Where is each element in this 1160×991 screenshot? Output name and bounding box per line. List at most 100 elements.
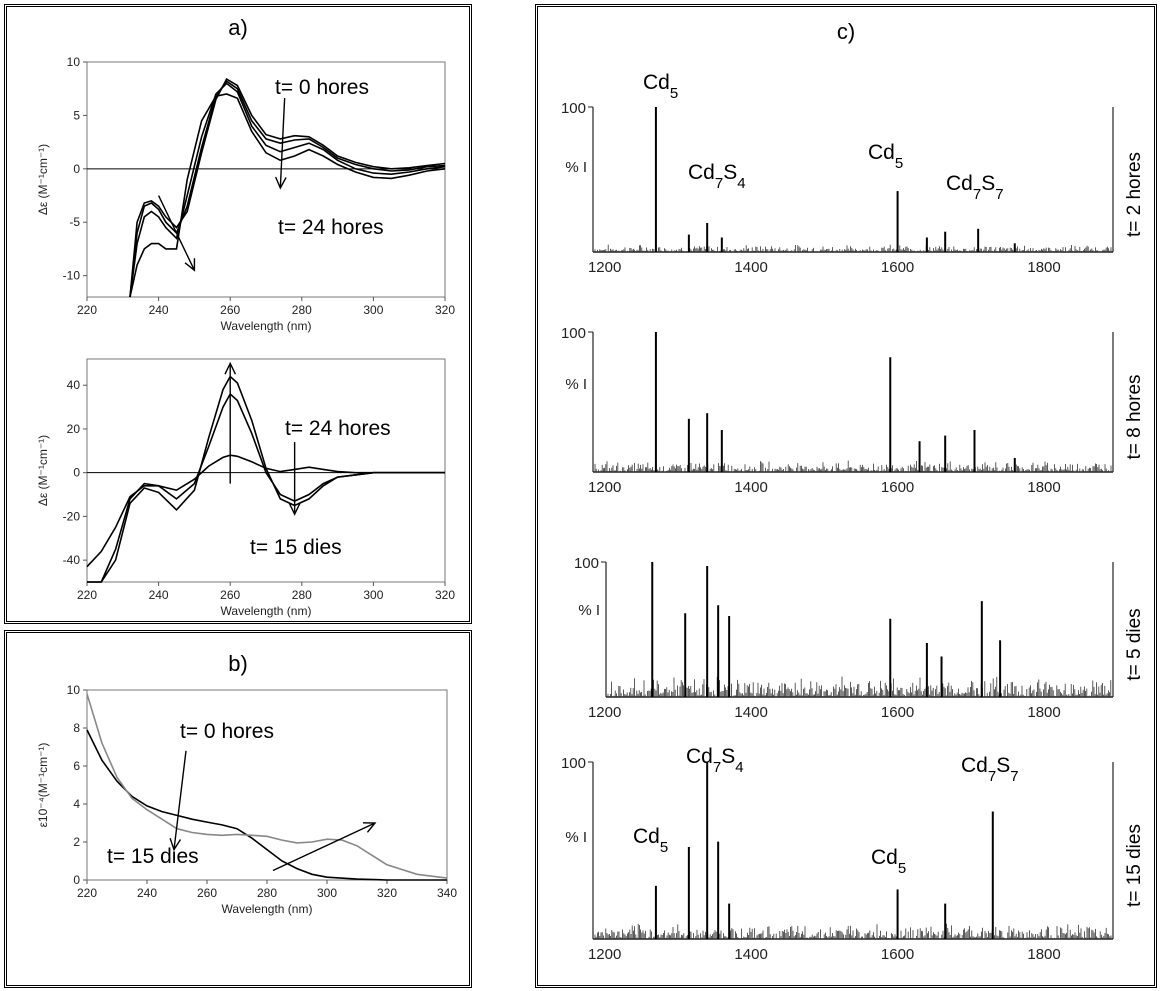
ms-1-y-top-label: 100 <box>561 325 586 342</box>
a-top-arrow-2 <box>157 195 196 271</box>
a-top-xlabel: Wavelength (nm) <box>221 319 312 333</box>
a-bot-plot-area <box>86 358 446 583</box>
a-bot-annotation: t= 24 hores <box>285 417 391 440</box>
panel-c-label: c) <box>836 19 856 44</box>
a-bot-xtick-label: 280 <box>292 588 312 602</box>
b-annotation: t= 15 dies <box>107 845 199 868</box>
ms-3-noise <box>594 923 1112 939</box>
b-ytick-label: 6 <box>73 759 80 773</box>
a-top-xtick-label: 260 <box>220 303 240 317</box>
ms-2-xtick-label: 1600 <box>881 704 914 721</box>
a-bot-ylabel: Δε (M⁻¹cm⁻¹) <box>36 435 50 506</box>
a-top-xtick-label: 220 <box>77 303 97 317</box>
a-bot-annotation: t= 15 dies <box>250 536 342 559</box>
ms-1-time-label: t= 8 hores <box>1124 374 1145 459</box>
b-xtick-label: 280 <box>257 886 277 900</box>
ms-3-xtick-label: 1200 <box>588 946 621 963</box>
ms-1-xtick-label: 1200 <box>588 479 621 496</box>
b-ytick-label: 4 <box>73 797 80 811</box>
ms-2-xtick-label: 1200 <box>588 704 621 721</box>
ms-3-xtick-label: 1400 <box>734 946 767 963</box>
ms-0-xtick-label: 1600 <box>881 259 914 276</box>
a-top-series-line-0 <box>129 77 446 298</box>
ms-3-annotation: Cd7S4 <box>686 745 744 776</box>
a-top-xtick-label: 300 <box>363 303 383 317</box>
panel-a-label: a) <box>228 15 248 40</box>
ms-3-annotation: Cd7S7 <box>961 754 1019 785</box>
b-arrow-1-head <box>169 838 182 852</box>
a-top-ytick-label: -5 <box>69 215 80 229</box>
chart-a-bottom: 220 240 260 280 300 320 -40 -20 0 20 40 Wavelength … <box>36 358 455 618</box>
panel-b-label: b) <box>228 651 248 676</box>
ms-2-xtick-label: 1800 <box>1027 704 1060 721</box>
ms-2-y-axis-label: % I <box>578 602 600 619</box>
chart-a-top: 220 240 260 280 300 320 -10 -5 0 5 10 Wavelength (n… <box>36 55 455 333</box>
a-bot-xtick-label: 260 <box>220 588 240 602</box>
ms-3-annotation: Cd5 <box>633 825 668 856</box>
a-top-arrow-2-head <box>184 258 196 272</box>
a-top-arrow-1-head <box>274 176 287 190</box>
chart-c: 100 % I 1200 1400 1600 1800 t= 2 hores 100 % I 12… <box>561 71 1145 963</box>
ms-1-xtick-label: 1600 <box>881 479 914 496</box>
a-top-annotation: t= 0 hores <box>275 76 369 99</box>
ms-2-xtick-label: 1400 <box>734 704 767 721</box>
ms-1-y-axis-label: % I <box>565 376 587 393</box>
a-bot-xlabel: Wavelength (nm) <box>221 604 312 618</box>
b-xtick-label: 300 <box>317 886 337 900</box>
ms-0-y-axis-label: % I <box>565 159 587 176</box>
a-bot-xtick-label: 300 <box>363 588 383 602</box>
b-ylabel: ε10⁻⁴(M⁻¹cm⁻¹) <box>36 743 50 828</box>
panel-c: c) 100 % I 1200 1400 1600 1800 t= 2 hores 100 % … <box>535 4 1157 988</box>
a-bot-ytick-label: -20 <box>63 509 81 523</box>
chart-b: 220 240 260 280 300 320 340 0 2 4 6 8 10 Wavelength (… <box>36 683 457 916</box>
ms-3-time-label: t= 15 dies <box>1124 824 1145 907</box>
ms-2-y-top-label: 100 <box>574 555 599 572</box>
ms-0-time-label: t= 2 hores <box>1124 152 1145 237</box>
b-arrow-2 <box>272 822 376 872</box>
a-top-ytick-label: -10 <box>63 269 81 283</box>
b-xtick-label: 340 <box>437 886 457 900</box>
a-top-series-line-3 <box>129 93 446 298</box>
b-ytick-label: 0 <box>73 873 80 887</box>
a-top-xtick-label: 240 <box>149 303 169 317</box>
a-top-annotation: t= 24 hores <box>278 216 384 239</box>
a-top-series-line-1 <box>129 80 446 298</box>
ms-0-y-top-label: 100 <box>561 100 586 117</box>
b-xtick-label: 240 <box>137 886 157 900</box>
panel-a: a) 220 240 260 280 300 320 -10 -5 0 5 10 Wavelength… <box>4 4 472 624</box>
b-annotation: t= 0 hores <box>180 720 274 743</box>
ms-3-annotation: Cd5 <box>871 846 906 877</box>
ms-0-annotation: Cd5 <box>868 141 903 172</box>
ms-0-xtick-label: 1200 <box>588 259 621 276</box>
a-bot-series-line-1 <box>87 375 445 583</box>
a-top-ylabel: Δε (M⁻¹cm⁻¹) <box>36 144 50 215</box>
ms-0-annotation: Cd5 <box>643 71 678 102</box>
a-top-xtick-label: 320 <box>435 303 455 317</box>
ms-0-annotation: Cd7S7 <box>946 172 1004 203</box>
ms-3-xtick-label: 1800 <box>1027 946 1060 963</box>
ms-0-noise <box>594 244 1112 252</box>
b-ytick-label: 2 <box>73 835 80 849</box>
ms-2-time-label: t= 5 dies <box>1124 608 1145 680</box>
a-bot-xtick-label: 240 <box>149 588 169 602</box>
a-bot-xtick-label: 220 <box>77 588 97 602</box>
ms-0-xtick-label: 1400 <box>734 259 767 276</box>
b-series-line-1 <box>86 693 448 879</box>
b-ytick-label: 10 <box>67 683 81 697</box>
a-top-ytick-label: 0 <box>73 162 80 176</box>
b-arrow-1 <box>173 750 187 850</box>
b-xtick-label: 220 <box>77 886 97 900</box>
a-bot-series-line-2 <box>86 454 445 568</box>
b-xtick-label: 260 <box>197 886 217 900</box>
a-top-plot-area <box>86 61 446 298</box>
a-bot-ytick-label: -40 <box>63 553 81 567</box>
panel-b: b) 220 240 260 280 300 320 340 0 2 4 6 8 10 Wavelengt… <box>4 630 472 988</box>
a-top-series-line-2 <box>129 82 446 298</box>
a-bot-arrow-1-head <box>224 361 237 375</box>
b-xtick-label: 320 <box>377 886 397 900</box>
a-bot-arrow-2-head <box>288 503 301 516</box>
a-bot-ytick-label: 0 <box>73 466 80 480</box>
b-xlabel: Wavelength (nm) <box>222 902 313 916</box>
ms-1-xtick-label: 1800 <box>1027 479 1060 496</box>
a-top-arrow-1 <box>279 98 286 189</box>
